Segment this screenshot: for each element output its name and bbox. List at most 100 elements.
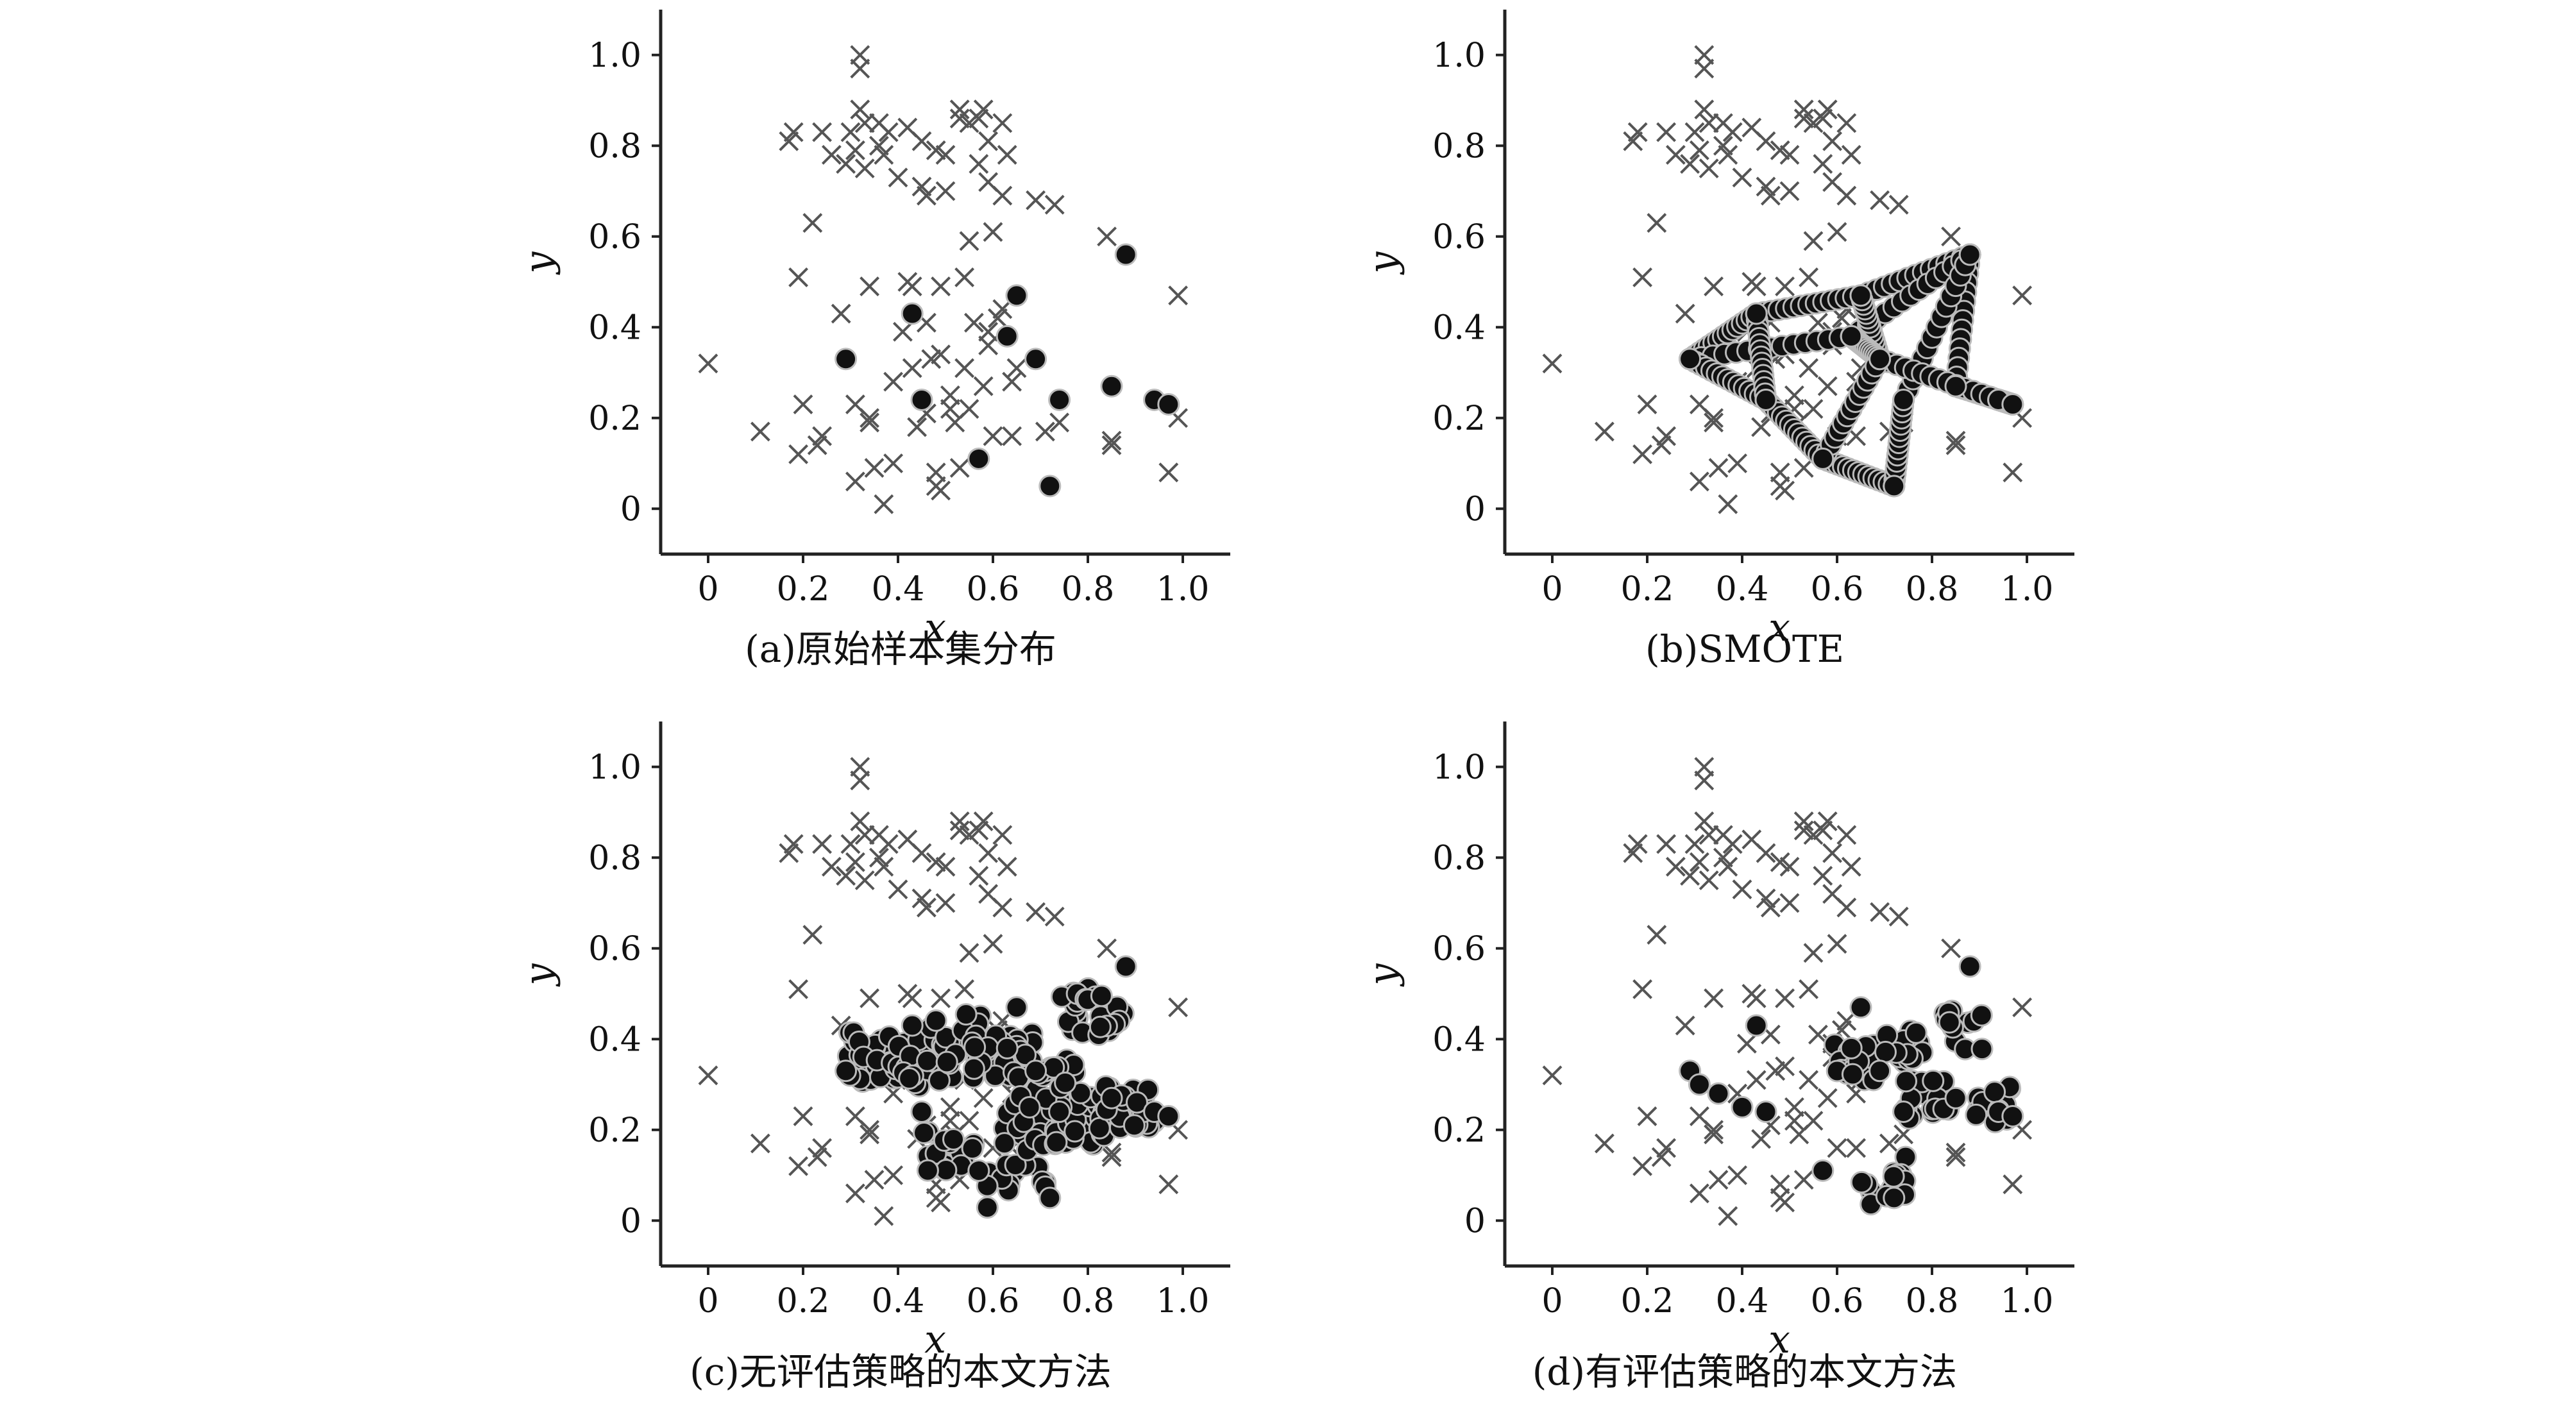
majority-point-x — [1722, 834, 1743, 854]
minority-point-circle — [835, 1059, 858, 1083]
majority-point-x — [1718, 144, 1738, 165]
majority-point-x — [1827, 222, 1847, 242]
majority-point-x — [973, 811, 994, 832]
majority-point-x — [1817, 376, 1838, 396]
majority-point-x — [1680, 154, 1700, 174]
majority-point-x — [1793, 1170, 1814, 1190]
majority-point-x — [1632, 444, 1653, 464]
x-axis-title: x — [924, 605, 946, 650]
x-tick-label: 0.4 — [1716, 1282, 1769, 1320]
majority-point-x — [978, 843, 999, 863]
majority-point-x — [854, 158, 875, 179]
majority-point-x — [935, 893, 956, 913]
minority-point-circle — [1841, 1063, 1864, 1086]
majority-point-x — [1097, 938, 1117, 959]
x-tick-label: 0.6 — [967, 570, 1020, 609]
y-tick-label: 1.0 — [1432, 37, 1486, 75]
minority-point-circle — [913, 1122, 936, 1145]
majority-point-x — [1746, 988, 1767, 1008]
majority-point-x — [1704, 276, 1724, 296]
minority-point-circle — [942, 1127, 965, 1151]
majority-point-x — [1647, 213, 1667, 233]
majority-point-x — [1704, 1120, 1724, 1140]
panel-caption: (a)原始样本集分布 — [745, 627, 1056, 671]
minority-point-circle — [898, 1067, 921, 1090]
majority-point-x — [983, 426, 1003, 446]
majority-point-x — [949, 108, 970, 129]
majority-point-x — [969, 820, 989, 841]
minority-point-circle — [976, 1196, 999, 1219]
majority-point-x — [954, 979, 975, 999]
y-tick-label: 0.6 — [588, 930, 641, 968]
majority-point-x — [1793, 458, 1814, 478]
majority-point-x — [1623, 843, 1643, 863]
majority-point-x — [1808, 312, 1828, 333]
majority-point-x — [963, 312, 984, 333]
minority-point-circle — [1874, 1040, 1897, 1063]
majority-point-x — [1594, 421, 1614, 442]
majority-point-x — [1732, 167, 1752, 188]
majority-point-x — [931, 1192, 951, 1213]
minority-point-circle — [1754, 388, 1777, 411]
majority-point-x — [845, 1183, 865, 1204]
majority-point-x — [892, 321, 913, 342]
majority-point-x — [1945, 435, 1966, 455]
majority-point-x — [992, 299, 1013, 319]
majority-point-x — [878, 122, 899, 142]
majority-point-x — [911, 176, 932, 197]
majority-point-x — [1799, 1070, 1819, 1090]
majority-point-x — [949, 811, 970, 832]
minority-point-circle — [1868, 348, 1892, 371]
y-tick-label: 0.8 — [1432, 839, 1486, 877]
majority-point-x — [888, 879, 908, 900]
minority-point-circle — [1679, 348, 1702, 371]
majority-point-x — [959, 231, 979, 251]
minority-point-circle — [1048, 1100, 1071, 1123]
majority-point-x — [750, 421, 770, 442]
minority-point-circle — [1849, 996, 1872, 1019]
majority-point-x — [874, 1206, 894, 1226]
majority-point-x — [1846, 1138, 1867, 1158]
minority-point-circle — [2001, 393, 2024, 416]
y-tick-label: 0.8 — [1432, 127, 1486, 165]
y-tick-label: 0 — [1464, 1202, 1486, 1240]
minority-point-circle — [1038, 475, 1062, 498]
majority-point-x — [1684, 834, 1705, 854]
y-tick-label: 1.0 — [1432, 748, 1486, 787]
majority-point-x — [935, 856, 956, 877]
minority-point-circle — [1004, 1154, 1027, 1177]
majority-point-x — [854, 870, 875, 891]
majority-point-x — [1803, 1111, 1824, 1131]
minority-point-circle — [1958, 955, 1981, 978]
panel-c: 0 0.2 0.4 0.6 0.8 1.0 0 0.2 0.4 0.6 0.8 1.0 x y (c)无评估… — [516, 721, 1230, 1394]
x-tick-label: 0.8 — [1906, 1282, 1959, 1320]
panel-b: 0 0.2 0.4 0.6 0.8 1.0 0 0.2 0.4 0.6 0.8 1.0 x y (b)SMO… — [1360, 10, 2074, 671]
majority-point-x — [783, 834, 804, 854]
majority-point-x — [902, 988, 922, 1008]
majority-point-x — [992, 185, 1013, 206]
majority-point-x — [949, 820, 970, 841]
x-axis-title: x — [1768, 605, 1790, 650]
minority-point-circle — [1944, 1086, 1967, 1109]
minority-point-circle — [967, 1159, 990, 1182]
majority-point-x — [2003, 462, 2023, 483]
minority-point-circle — [1005, 996, 1028, 1019]
x-tick-label: 0.2 — [777, 570, 830, 609]
majority-point-x — [874, 144, 894, 165]
majority-point-x — [1779, 181, 1800, 201]
majority-point-x — [1831, 308, 1852, 328]
minority-point-circle — [993, 1132, 1016, 1155]
majority-point-x — [1888, 906, 1909, 927]
majority-point-x — [931, 344, 951, 365]
majority-point-x — [1803, 943, 1824, 963]
majority-point-x — [1870, 902, 1890, 922]
majority-point-x — [1945, 430, 1966, 451]
y-tick-label: 0.2 — [588, 1111, 641, 1150]
majority-point-x — [1836, 897, 1857, 918]
y-tick-label: 0.6 — [1432, 930, 1486, 968]
minority-point-circle — [1005, 284, 1028, 307]
majority-point-x — [1632, 979, 1653, 999]
majority-point-x — [940, 1097, 960, 1117]
majority-point-x — [987, 308, 1008, 328]
